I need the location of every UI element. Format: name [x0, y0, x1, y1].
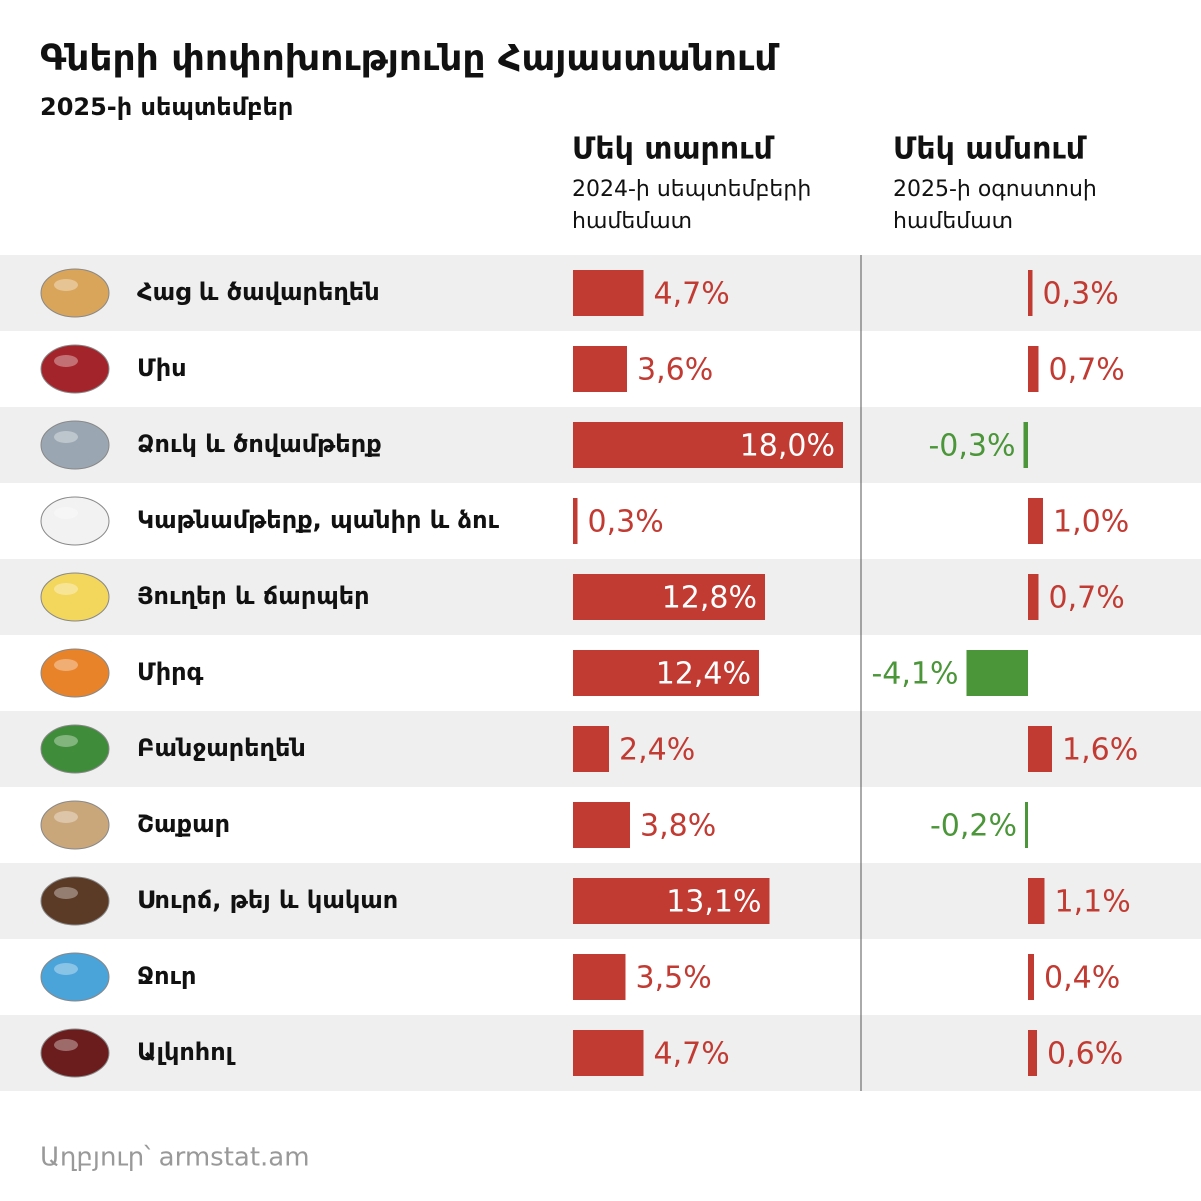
value-label: 4,7%	[654, 1037, 730, 1072]
icon	[40, 952, 110, 1002]
value-label: 13,1%	[666, 885, 761, 920]
value-label: 2,4%	[619, 733, 695, 768]
value-label: 18,0%	[740, 429, 835, 464]
category-label: Ձուկ և ծովամթերք	[137, 430, 382, 458]
icon	[40, 268, 110, 318]
value-label: 3,6%	[637, 353, 713, 388]
icon	[40, 572, 110, 622]
value-label: 0,4%	[1044, 961, 1120, 996]
bar	[573, 574, 765, 620]
bar	[1028, 574, 1039, 620]
value-label: -4,1%	[871, 657, 958, 692]
category-label: Ալկոհոլ	[137, 1038, 236, 1066]
value-label: 0,6%	[1047, 1037, 1123, 1072]
bar	[573, 802, 630, 848]
category-label: Հաց և ծավարեղեն	[137, 278, 380, 306]
bar	[573, 270, 644, 316]
column-subheader: համեմատ	[572, 209, 692, 234]
category-label: Յուղեր և ճարպեր	[137, 582, 370, 610]
bar	[1028, 726, 1052, 772]
value-label: 0,3%	[1043, 277, 1119, 312]
category-label: Կաթնամթերք, պանիր և ձու	[137, 506, 500, 534]
icon	[40, 344, 110, 394]
icon-highlight	[54, 811, 78, 823]
category-label: Շաքար	[137, 810, 230, 838]
bar	[573, 422, 843, 468]
category-label: Ջուր	[137, 962, 196, 990]
value-label: 1,6%	[1062, 733, 1138, 768]
bar	[573, 1030, 644, 1076]
bar	[573, 650, 759, 696]
value-label: 1,1%	[1055, 885, 1131, 920]
value-label: 12,8%	[662, 581, 757, 616]
chart-title: Գների փոփոխությունը Հայաստանում	[40, 38, 780, 79]
value-label: 4,7%	[654, 277, 730, 312]
bar	[1028, 954, 1034, 1000]
bar	[573, 726, 609, 772]
category-label: Միս	[137, 354, 187, 382]
icon-highlight	[54, 355, 78, 367]
category-label: Սուրճ, թեյ և կակաո	[137, 886, 398, 914]
bar	[1028, 498, 1043, 544]
icon-highlight	[54, 279, 78, 291]
bar	[1025, 802, 1028, 848]
icon	[40, 724, 110, 774]
source: Աղբյուր՝ armstat.am	[40, 1143, 310, 1173]
value-label: 0,7%	[1049, 581, 1125, 616]
icon-highlight	[54, 963, 78, 975]
category-label: Բանջարեղեն	[137, 734, 306, 762]
icon	[40, 496, 110, 546]
icon	[40, 1028, 110, 1078]
value-label: -0,3%	[928, 429, 1015, 464]
bar	[966, 650, 1028, 696]
icon	[40, 420, 110, 470]
icon-highlight	[54, 431, 78, 443]
column-header: Մեկ ամսում	[893, 132, 1087, 167]
bar	[573, 498, 578, 544]
bar	[573, 346, 627, 392]
bar	[1028, 1030, 1037, 1076]
column-subheader: համեմատ	[893, 209, 1013, 234]
column-subheader: 2025-ի օգոստոսի	[893, 177, 1097, 202]
icon-highlight	[54, 887, 78, 899]
value-label: 1,0%	[1053, 505, 1129, 540]
column-subheader: 2024-ի սեպտեմբերի	[572, 177, 811, 202]
category-label: Միրգ	[137, 658, 204, 686]
bar	[1028, 270, 1033, 316]
icon-highlight	[54, 659, 78, 671]
icon-highlight	[54, 735, 78, 747]
bar	[1028, 346, 1039, 392]
value-label: 3,8%	[640, 809, 716, 844]
icon	[40, 876, 110, 926]
icon-highlight	[54, 507, 78, 519]
bar	[1028, 878, 1045, 924]
value-label: 3,5%	[636, 961, 712, 996]
value-label: 0,3%	[588, 505, 664, 540]
column-header: Մեկ տարում	[572, 132, 774, 167]
bar	[573, 878, 770, 924]
value-label: 0,7%	[1049, 353, 1125, 388]
icon	[40, 800, 110, 850]
bar	[1023, 422, 1028, 468]
value-label: 12,4%	[656, 657, 751, 692]
chart-subtitle: 2025-ի սեպտեմբեր	[40, 93, 293, 121]
icon-highlight	[54, 1039, 78, 1051]
bar	[573, 954, 626, 1000]
value-label: -0,2%	[930, 809, 1017, 844]
icon-highlight	[54, 583, 78, 595]
icon	[40, 648, 110, 698]
